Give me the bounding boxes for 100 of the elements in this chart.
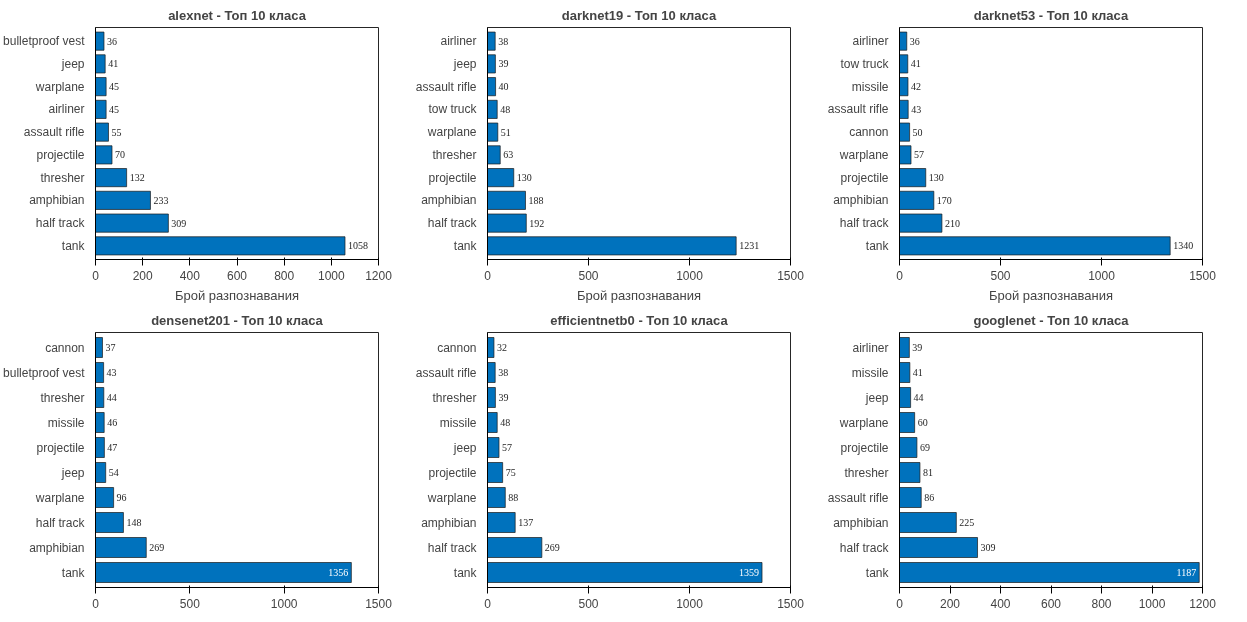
data-label: 36 xyxy=(909,35,920,47)
data-label: 1058 xyxy=(348,240,369,252)
y-tick-label: amphibian xyxy=(29,193,85,208)
data-label: 39 xyxy=(498,58,509,70)
data-label: 57 xyxy=(914,149,925,161)
y-tick-label: airliner xyxy=(48,102,85,117)
x-tick-label: 1200 xyxy=(365,268,393,283)
y-tick-label: jeep xyxy=(60,465,85,480)
y-tick-label: thresher xyxy=(432,390,477,405)
chart-title: darknet19 - Топ 10 класа xyxy=(561,7,717,23)
y-tick-label: tow truck xyxy=(840,56,890,71)
data-label: 41 xyxy=(912,367,923,378)
y-tick-label: tank xyxy=(865,238,890,253)
data-label: 45 xyxy=(109,103,120,115)
y-tick-label: bulletproof vest xyxy=(3,365,86,380)
y-tick-label: assault rifle xyxy=(415,79,477,94)
data-label: 81 xyxy=(922,467,933,478)
data-label: 55 xyxy=(111,126,122,138)
y-tick-label: bulletproof vest xyxy=(3,34,86,49)
y-tick-label: projectile xyxy=(840,170,889,185)
y-tick-label: amphibian xyxy=(421,515,477,530)
y-tick-label: thresher xyxy=(844,465,889,480)
y-tick-label: warplane xyxy=(34,79,85,94)
data-label: 69 xyxy=(919,442,930,453)
data-label: 41 xyxy=(910,58,921,70)
data-label: 86 xyxy=(924,492,935,503)
data-label: 1359 xyxy=(739,567,760,578)
data-label: 96 xyxy=(116,492,127,503)
data-label: 170 xyxy=(936,194,952,206)
y-tick-label: airliner xyxy=(852,340,889,355)
data-label: 54 xyxy=(108,467,119,478)
data-label: 48 xyxy=(500,103,511,115)
y-tick-label: projectile xyxy=(36,147,85,162)
y-tick-label: half track xyxy=(839,540,890,555)
y-tick-label: half track xyxy=(35,515,86,530)
x-tick-label: 1200 xyxy=(1189,596,1217,611)
y-tick-label: warplane xyxy=(426,490,477,505)
x-tick-label: 800 xyxy=(1091,596,1112,611)
y-tick-label: half track xyxy=(427,540,478,555)
x-tick-label: 1000 xyxy=(676,596,704,611)
y-tick-label: assault rifle xyxy=(827,102,889,117)
data-label: 60 xyxy=(917,417,928,428)
data-label: 47 xyxy=(107,442,118,453)
y-tick-label: jeep xyxy=(864,390,889,405)
y-tick-label: projectile xyxy=(840,440,889,455)
x-tick-label: 0 xyxy=(484,268,492,283)
y-tick-label: assault rifle xyxy=(23,125,85,140)
x-tick-label: 800 xyxy=(274,268,295,283)
y-tick-label: tank xyxy=(453,238,478,253)
y-tick-label: airliner xyxy=(852,34,889,49)
data-label: 70 xyxy=(115,149,126,161)
y-tick-label: tank xyxy=(61,565,86,580)
y-tick-label: missile xyxy=(851,79,889,94)
x-tick-label: 1500 xyxy=(365,596,393,611)
x-tick-label: 500 xyxy=(990,268,1011,283)
data-label: 51 xyxy=(500,126,511,138)
y-tick-label: tank xyxy=(453,565,478,580)
data-label: 38 xyxy=(498,35,509,47)
y-tick-label: projectile xyxy=(428,465,477,480)
x-tick-label: 0 xyxy=(896,268,904,283)
data-label: 130 xyxy=(516,172,532,184)
data-label: 1356 xyxy=(328,567,349,578)
x-tick-label: 200 xyxy=(132,268,153,283)
x-tick-label: 0 xyxy=(92,268,100,283)
chart-title: efficientnetb0 - Топ 10 класа xyxy=(550,312,729,328)
data-label: 43 xyxy=(911,103,922,115)
data-label: 36 xyxy=(106,35,117,47)
data-label: 63 xyxy=(503,149,514,161)
x-tick-label: 0 xyxy=(484,596,492,611)
chart-title: alexnet - Топ 10 класа xyxy=(168,7,307,23)
data-label: 42 xyxy=(910,81,921,93)
data-label: 309 xyxy=(171,217,187,229)
y-tick-label: cannon xyxy=(45,340,85,355)
x-tick-label: 400 xyxy=(179,268,201,283)
chart-title: googlenet - Топ 10 класа xyxy=(973,312,1130,328)
data-label: 192 xyxy=(529,217,545,229)
y-tick-label: assault rifle xyxy=(827,490,889,505)
data-label: 1340 xyxy=(1173,240,1194,252)
x-tick-label: 0 xyxy=(92,596,100,611)
data-label: 39 xyxy=(498,392,509,403)
x-tick-label: 1000 xyxy=(1138,596,1166,611)
data-label: 37 xyxy=(105,342,116,353)
y-tick-label: tow truck xyxy=(428,102,478,117)
data-label: 137 xyxy=(518,517,534,528)
chart-title: darknet53 - Топ 10 класа xyxy=(973,7,1129,23)
y-tick-label: airliner xyxy=(440,34,477,49)
data-label: 75 xyxy=(505,467,516,478)
y-tick-label: amphibian xyxy=(421,193,477,208)
data-label: 225 xyxy=(959,517,975,528)
x-tick-label: 1000 xyxy=(1088,268,1116,283)
x-tick-label: 1500 xyxy=(1189,268,1217,283)
x-tick-label: 400 xyxy=(990,596,1011,611)
y-tick-label: amphibian xyxy=(833,515,889,530)
data-label: 41 xyxy=(108,58,119,70)
data-label: 210 xyxy=(944,217,960,229)
x-tick-label: 1500 xyxy=(777,268,805,283)
y-tick-label: thresher xyxy=(40,390,85,405)
y-tick-label: missile xyxy=(439,415,477,430)
data-label: 132 xyxy=(129,172,145,184)
y-tick-label: assault rifle xyxy=(415,365,477,380)
